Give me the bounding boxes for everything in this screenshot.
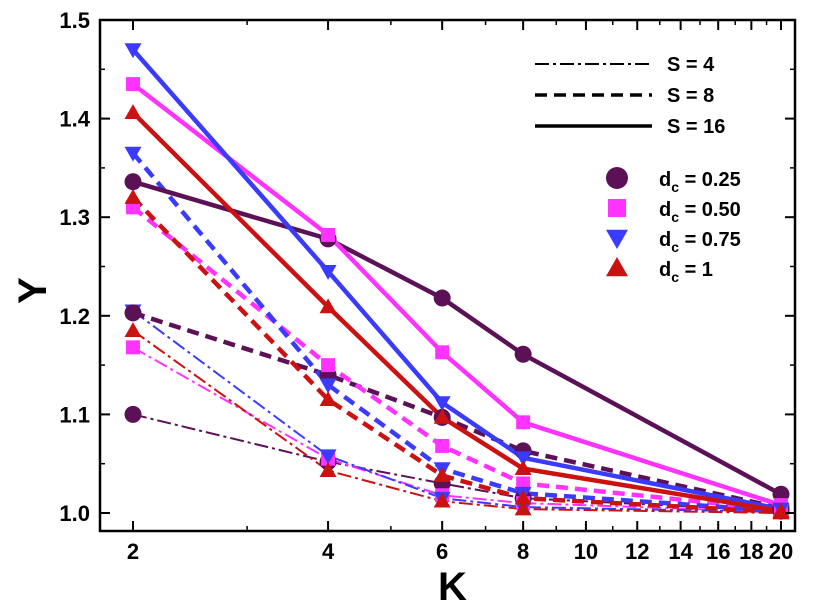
data-point <box>124 146 142 162</box>
x-tick-label: 14 <box>668 539 693 564</box>
series-line <box>132 413 782 512</box>
data-point <box>124 322 142 337</box>
y-tick-label: 1.3 <box>59 205 90 230</box>
data-point <box>126 77 140 92</box>
y-tick-label: 1.2 <box>59 304 90 329</box>
legend-label-rest: = 0.25 <box>679 169 741 191</box>
legend-label-sub: c <box>671 239 679 255</box>
data-point <box>433 289 451 307</box>
data-point <box>435 345 450 360</box>
legend-marker-label: dc = 0.25 <box>659 169 741 195</box>
legend-marker <box>607 198 627 218</box>
data-point <box>124 43 142 59</box>
legend-marker-label: dc = 0.50 <box>659 199 741 225</box>
plot-frame <box>98 18 797 533</box>
legend-line-label: S = 4 <box>667 54 715 76</box>
x-tick-label: 12 <box>625 539 649 564</box>
legend-label-rest: = 0.50 <box>679 199 741 221</box>
x-tick-label: 2 <box>127 539 139 564</box>
legend-label-main: d <box>659 259 671 281</box>
data-point <box>433 492 451 508</box>
y-axis-label: Y <box>11 277 55 304</box>
legend-label-rest: = 0.75 <box>679 229 741 251</box>
series-line <box>132 310 782 513</box>
legend-label-main: d <box>659 199 671 221</box>
legend-label-sub: c <box>671 269 679 285</box>
legend-marker-label: dc = 1 <box>659 259 713 285</box>
y-tick-label: 1.4 <box>59 107 90 132</box>
data-point <box>514 451 532 467</box>
legend-marker <box>606 229 628 249</box>
data-point <box>319 462 337 477</box>
x-tick-label: 20 <box>769 539 793 564</box>
legend-marker <box>606 167 628 189</box>
data-point <box>321 358 336 373</box>
legend-line-label: S = 8 <box>667 85 714 107</box>
data-point <box>435 438 450 453</box>
data-point <box>319 298 337 314</box>
legend-label-sub: c <box>671 179 679 195</box>
x-axis-label: K <box>438 565 467 609</box>
data-point <box>124 173 142 191</box>
data-point <box>319 449 337 465</box>
data-point <box>433 467 451 482</box>
legend-label-rest: = 1 <box>679 259 713 281</box>
data-point <box>514 345 532 363</box>
x-tick-label: 4 <box>322 539 335 564</box>
legend-label-main: d <box>659 229 671 251</box>
x-tick-label: 18 <box>739 539 763 564</box>
data-point <box>514 460 532 476</box>
data-point <box>124 304 142 322</box>
y-tick-label: 1.5 <box>59 8 90 33</box>
legend-label-main: d <box>659 169 671 191</box>
x-tick-label: 8 <box>517 539 529 564</box>
axis-ticks: 1.0 1.1 1.2 1.3 1.4 1.5 2 4 6 8 10 12 14 16 18 20 <box>59 8 795 564</box>
data-point <box>433 396 451 412</box>
data-point <box>321 227 336 242</box>
y-tick-label: 1.1 <box>59 402 90 427</box>
data-point <box>124 188 142 204</box>
data-point <box>516 415 531 430</box>
data-point <box>433 408 451 424</box>
legend-marker-label: dc = 0.75 <box>659 229 741 255</box>
series-line <box>131 205 782 513</box>
x-tick-label: 6 <box>436 539 448 564</box>
x-tick-label: 16 <box>706 539 730 564</box>
series-markers <box>124 43 790 521</box>
legend-marker <box>606 257 628 277</box>
data-point <box>124 405 142 423</box>
data-point <box>514 500 532 516</box>
data-point <box>319 391 337 406</box>
data-point <box>126 340 140 355</box>
data-point <box>319 265 337 280</box>
y-tick-label: 1.0 <box>59 501 90 526</box>
data-point <box>319 378 337 394</box>
legend-line-label: S = 16 <box>667 116 725 138</box>
data-point <box>514 489 532 505</box>
data-point <box>124 104 142 120</box>
legend-label-sub: c <box>671 209 679 225</box>
x-tick-label: 10 <box>574 539 598 564</box>
